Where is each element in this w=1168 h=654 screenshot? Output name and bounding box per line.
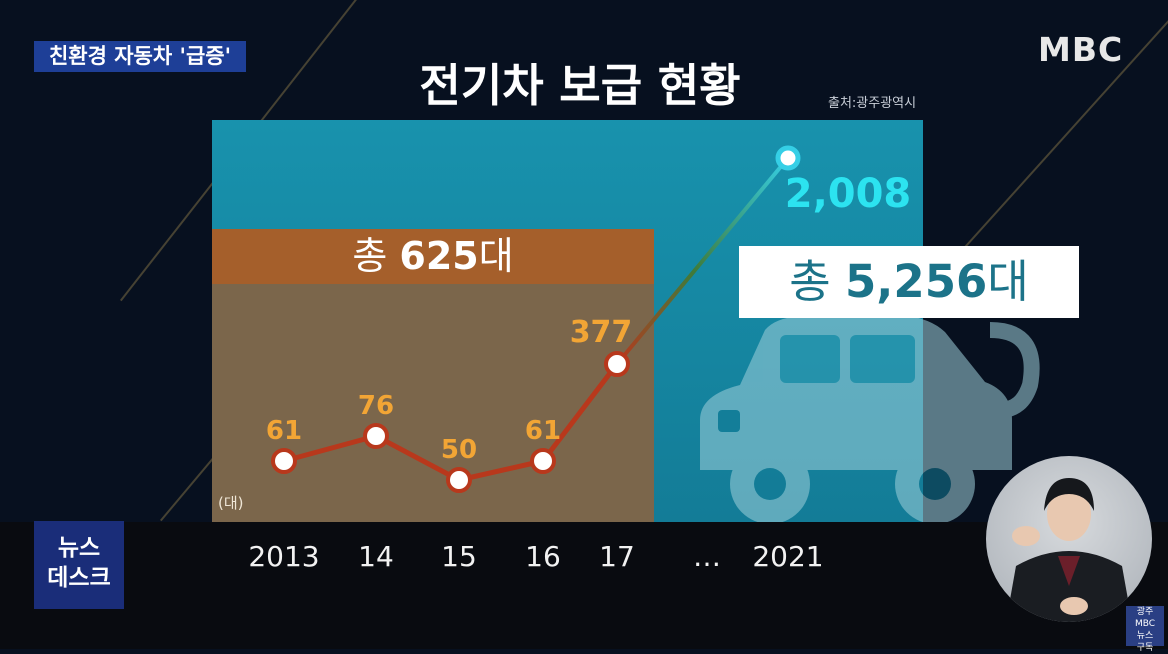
news-logo-line2: 데스크 — [47, 565, 111, 591]
bottom-bar — [0, 522, 1168, 649]
total-early-prefix: 총 — [352, 234, 400, 278]
chart-title: 전기차 보급 현황 — [419, 59, 741, 112]
series-line-rising — [615, 156, 790, 366]
electric-car-icon — [700, 316, 1040, 524]
data-label-16: 61 — [525, 416, 561, 446]
total-early-value: 625 — [399, 234, 479, 278]
subscribe-logo[interactable]: 광주 MBC 뉴스 구독 — [1126, 606, 1164, 653]
x-tick-14: 14 — [358, 540, 394, 573]
data-point-15 — [446, 467, 472, 493]
early-period-panel — [212, 284, 654, 522]
mini-logo-line1: 광주 MBC — [1134, 607, 1156, 629]
interpreter-figure-icon — [1006, 478, 1132, 622]
total-recent-value: 5,256 — [844, 255, 988, 308]
data-label-2021: 2,008 — [785, 171, 912, 217]
data-label-15: 50 — [441, 435, 477, 465]
data-label-14: 76 — [358, 391, 394, 421]
data-point-14 — [363, 423, 389, 449]
x-tick-2013: 2013 — [248, 540, 320, 573]
data-point-16 — [530, 448, 556, 474]
sign-language-interpreter — [986, 456, 1152, 622]
mini-logo-line2: 뉴스 — [1136, 631, 1154, 641]
unit-label: (대) — [218, 494, 244, 512]
chart-source: 출처:광주광역시 — [828, 96, 917, 111]
data-label-17: 377 — [570, 315, 633, 350]
x-tick-17: 17 — [599, 540, 635, 573]
total-early-label: 총 625대 — [212, 229, 654, 284]
mini-logo-line3: 구독 — [1136, 643, 1154, 653]
data-label-2013: 61 — [266, 416, 302, 446]
news-caption: 친환경 자동차 '급증' — [34, 41, 246, 72]
x-tick-2021: 2021 — [752, 540, 824, 573]
news-desk-logo: 뉴스 데스크 — [34, 521, 124, 609]
x-tick-16: 16 — [525, 540, 561, 573]
data-point-2013 — [271, 448, 297, 474]
total-recent-label: 총 5,256대 — [739, 246, 1079, 318]
total-recent-prefix: 총 — [789, 255, 845, 308]
data-point-17 — [604, 351, 630, 377]
x-tick-15: 15 — [441, 540, 477, 573]
x-tick-ellipsis: … — [693, 540, 721, 573]
total-early-suffix: 대 — [478, 234, 514, 278]
broadcaster-logo: MBC — [1038, 30, 1124, 69]
data-point-2021 — [775, 145, 801, 171]
news-logo-line1: 뉴스 — [57, 535, 101, 561]
total-recent-suffix: 대 — [987, 255, 1029, 308]
